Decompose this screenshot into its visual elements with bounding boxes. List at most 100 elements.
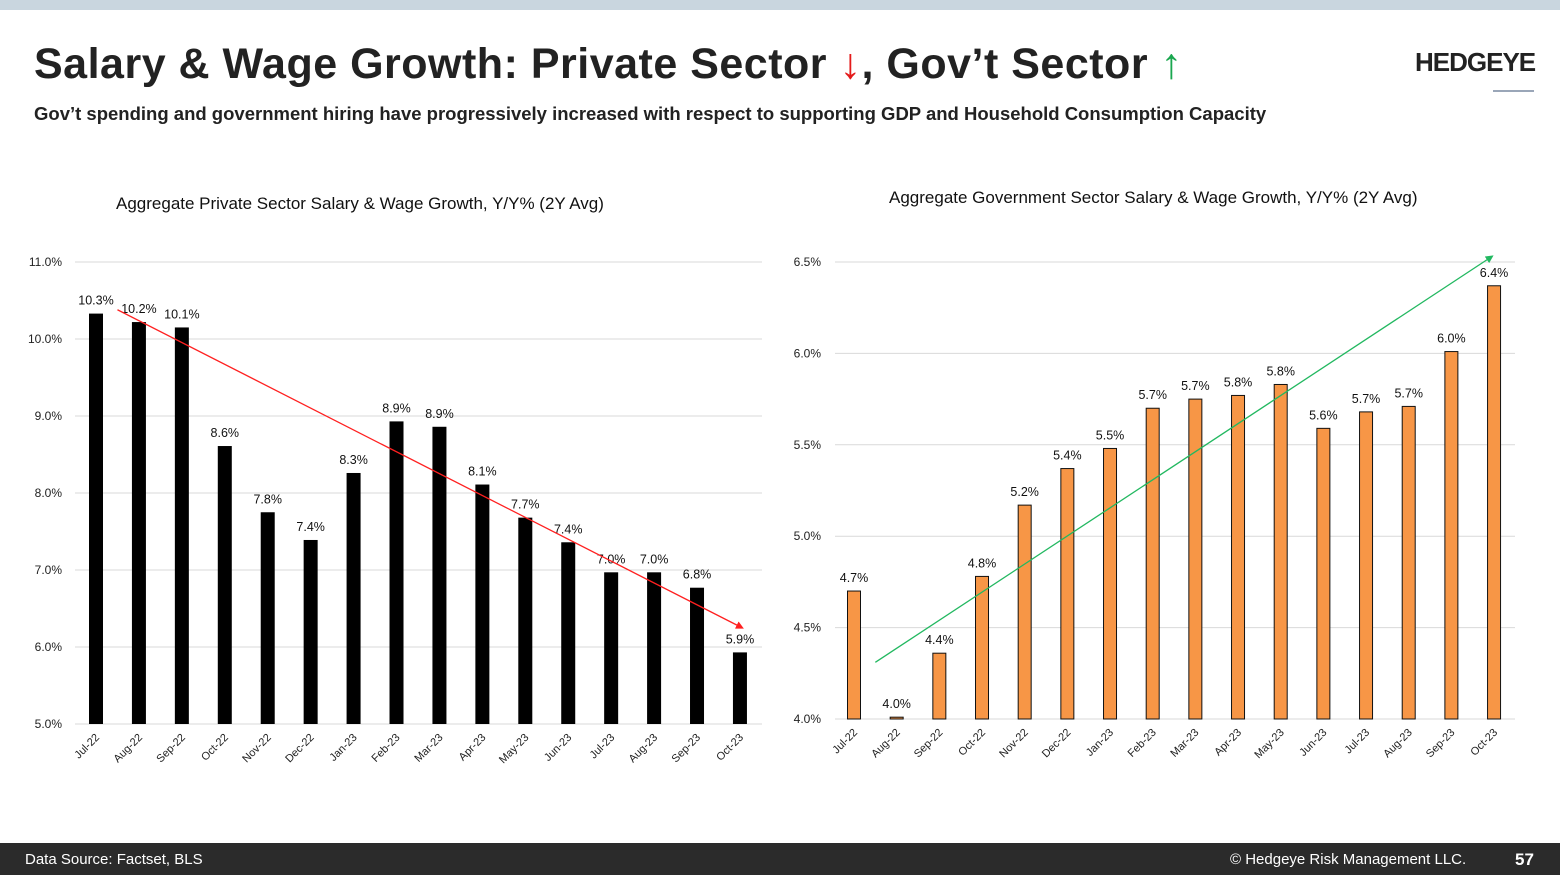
gov-bar	[889, 716, 904, 720]
private-data-label: 10.3%	[78, 294, 113, 308]
gov-x-tick-label: Aug-23	[1381, 727, 1415, 761]
private-data-label: 8.1%	[468, 465, 497, 479]
private-bar	[131, 322, 146, 724]
title-part: , Gov’t Sector	[861, 40, 1161, 88]
private-bar	[432, 426, 447, 724]
private-data-label: 5.9%	[726, 632, 755, 646]
private-bar	[475, 484, 490, 724]
private-x-tick-label: Dec-22	[283, 732, 317, 766]
private-bar	[389, 421, 404, 724]
gov-data-label: 5.7%	[1394, 386, 1423, 400]
gov-bar	[1273, 383, 1288, 720]
private-bar	[346, 472, 361, 724]
private-x-tick-label: Jun-23	[542, 732, 574, 764]
page-subtitle: Gov’t spending and government hiring hav…	[34, 103, 1267, 124]
footer: Data Source: Factset, BLS © Hedgeye Risk…	[0, 843, 1560, 875]
gov-x-tick-label: Apr-23	[1212, 727, 1244, 759]
gov-x-tick-label: Sep-23	[1424, 727, 1458, 761]
private-bar	[690, 587, 705, 724]
gov-y-tick-label: 5.5%	[794, 438, 822, 452]
gov-x-tick-label: Aug-22	[869, 727, 903, 761]
page-number: 57	[1515, 850, 1534, 869]
gov-x-tick-label: Oct-23	[1468, 727, 1500, 759]
private-x-tick-label: Sep-23	[670, 732, 704, 766]
private-data-label: 8.9%	[382, 401, 411, 415]
data-source: Data Source: Factset, BLS	[25, 851, 203, 868]
gov-x-tick-label: Jan-23	[1084, 727, 1116, 759]
gov-bar	[1444, 351, 1459, 720]
gov-bar	[1103, 447, 1118, 720]
private-y-tick-label: 7.0%	[35, 563, 63, 577]
gov-chart-title: Aggregate Government Sector Salary & Wag…	[889, 188, 1418, 207]
private-bar	[260, 512, 275, 724]
gov-x-tick-label: May-23	[1252, 727, 1286, 761]
private-bar	[518, 517, 533, 724]
private-data-label: 7.0%	[640, 552, 669, 566]
gov-y-tick-label: 6.0%	[794, 346, 822, 360]
copyright: © Hedgeye Risk Management LLC.	[1230, 851, 1467, 868]
private-data-label: 8.3%	[339, 453, 368, 467]
private-bar	[174, 327, 189, 724]
gov-data-label: 5.8%	[1224, 375, 1253, 389]
gov-data-label: 5.7%	[1352, 392, 1381, 406]
gov-data-label: 5.5%	[1096, 428, 1125, 442]
gov-data-label: 5.7%	[1138, 388, 1167, 402]
gov-y-tick-label: 6.5%	[794, 255, 822, 269]
private-bar	[303, 539, 318, 724]
gov-bar	[975, 575, 990, 720]
gov-bar	[1401, 405, 1416, 720]
private-chart-title: Aggregate Private Sector Salary & Wage G…	[116, 194, 604, 213]
gov-data-label: 5.6%	[1309, 408, 1338, 422]
gov-bar	[1060, 468, 1075, 720]
gov-bar	[1145, 407, 1160, 720]
private-data-label: 8.9%	[425, 407, 454, 421]
gov-data-label: 5.8%	[1266, 364, 1295, 378]
private-data-label: 7.4%	[554, 522, 583, 536]
gov-data-label: 4.4%	[925, 633, 954, 647]
private-data-label: 6.8%	[683, 568, 712, 582]
private-trend-arrow	[117, 309, 744, 629]
private-y-tick-label: 8.0%	[35, 486, 63, 500]
gov-x-tick-label: Oct-22	[956, 727, 988, 759]
private-y-tick-label: 9.0%	[35, 409, 63, 423]
arrow-down-icon: ↓	[839, 40, 862, 88]
gov-bar	[1188, 398, 1203, 720]
private-bar	[604, 572, 619, 724]
private-data-label: 7.0%	[597, 552, 626, 566]
private-x-tick-label: Feb-23	[369, 732, 402, 765]
gov-data-label: 6.0%	[1437, 332, 1466, 346]
private-x-tick-label: Aug-22	[111, 732, 145, 766]
gov-x-tick-label: Jul-22	[830, 727, 860, 757]
private-x-tick-label: Nov-22	[240, 732, 274, 766]
gov-x-tick-label: Mar-23	[1168, 727, 1201, 760]
private-x-tick-label: Jul-22	[72, 732, 102, 762]
gov-x-tick-label: Nov-22	[997, 727, 1031, 761]
private-x-tick-label: Jan-23	[327, 732, 359, 764]
private-y-tick-label: 5.0%	[35, 717, 63, 731]
gov-data-label: 4.7%	[840, 571, 869, 585]
private-bar	[217, 446, 232, 724]
top-band	[0, 0, 1560, 10]
gov-data-label: 5.4%	[1053, 449, 1082, 463]
private-data-label: 7.7%	[511, 498, 540, 512]
gov-x-tick-label: Sep-22	[912, 727, 946, 761]
gov-x-tick-label: Jun-23	[1297, 727, 1329, 759]
logo-underline	[1493, 90, 1534, 92]
private-bar	[89, 313, 103, 724]
gov-data-label: 4.8%	[968, 556, 997, 570]
gov-bar	[932, 652, 947, 720]
gov-y-tick-label: 5.0%	[794, 529, 822, 543]
gov-data-label: 5.7%	[1181, 379, 1210, 393]
private-data-label: 10.2%	[121, 302, 156, 316]
gov-x-tick-label: Feb-23	[1126, 727, 1159, 760]
gov-x-tick-label: Jul-23	[1342, 727, 1372, 757]
private-data-label: 7.8%	[253, 492, 282, 506]
arrow-up-icon: ↑	[1160, 40, 1183, 88]
private-bar	[647, 572, 662, 724]
private-x-tick-label: Jul-23	[588, 732, 618, 762]
private-data-label: 7.4%	[296, 520, 325, 534]
private-x-tick-label: Oct-23	[714, 732, 746, 764]
private-x-tick-label: Aug-23	[627, 732, 661, 766]
gov-bar	[847, 590, 861, 720]
